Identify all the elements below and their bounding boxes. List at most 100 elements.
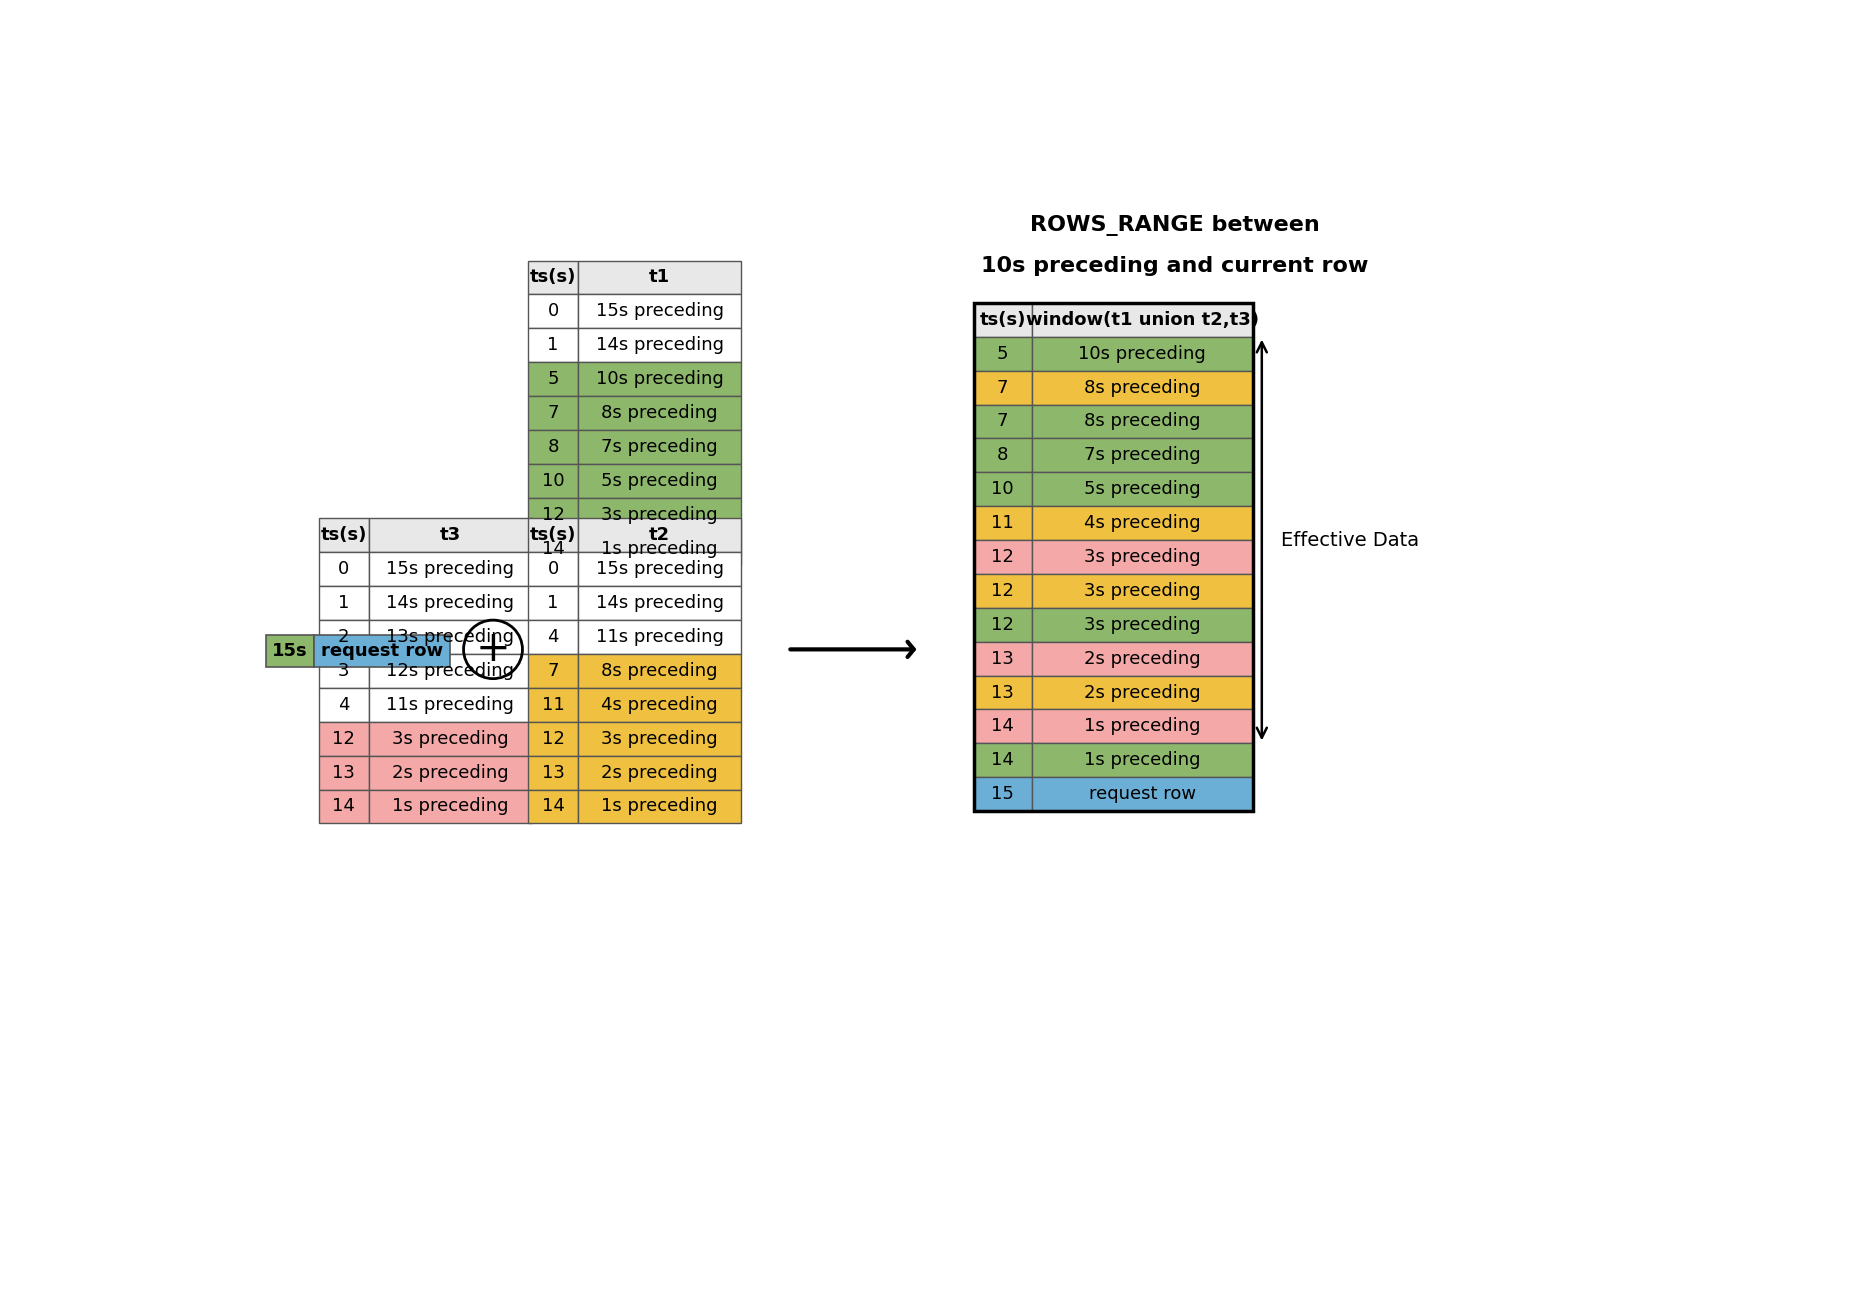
Bar — [579, 722, 741, 756]
Text: 10s preceding and current row: 10s preceding and current row — [982, 256, 1369, 276]
Text: 11: 11 — [991, 514, 1014, 532]
Bar — [973, 642, 1032, 676]
Text: ts(s): ts(s) — [530, 526, 577, 544]
Text: 14s preceding: 14s preceding — [386, 594, 515, 612]
Bar — [579, 587, 741, 620]
Bar — [973, 540, 1032, 574]
Text: 3s preceding: 3s preceding — [601, 505, 719, 523]
Text: 12s preceding: 12s preceding — [386, 662, 515, 680]
Bar — [579, 687, 741, 722]
Bar — [579, 654, 741, 687]
Text: 3: 3 — [338, 662, 349, 680]
Bar — [579, 553, 741, 587]
Bar — [973, 506, 1032, 540]
Text: 5: 5 — [997, 345, 1008, 363]
Bar — [1032, 642, 1253, 676]
Text: request row: request row — [321, 642, 442, 660]
Bar — [319, 789, 370, 823]
Bar — [1032, 743, 1253, 778]
Text: 13: 13 — [541, 764, 564, 782]
Bar — [579, 518, 741, 553]
Text: 8s preceding: 8s preceding — [601, 404, 719, 422]
Text: 2s preceding: 2s preceding — [601, 764, 719, 782]
Text: 3s preceding: 3s preceding — [392, 730, 508, 748]
Bar — [370, 654, 532, 687]
Text: ts(s): ts(s) — [980, 311, 1025, 329]
Text: 15s preceding: 15s preceding — [596, 561, 724, 579]
Bar — [528, 587, 579, 620]
Bar — [579, 620, 741, 654]
Text: t2: t2 — [650, 526, 670, 544]
Bar — [1032, 337, 1253, 371]
Text: 3s preceding: 3s preceding — [1083, 581, 1200, 599]
Text: 13: 13 — [991, 683, 1014, 702]
Bar — [265, 634, 314, 667]
Bar — [528, 789, 579, 823]
Bar — [1032, 607, 1253, 642]
Text: 2s preceding: 2s preceding — [1083, 683, 1200, 702]
Bar — [579, 261, 741, 295]
Text: 10: 10 — [541, 472, 564, 490]
Bar — [528, 654, 579, 687]
Text: 12: 12 — [991, 581, 1014, 599]
Bar — [973, 337, 1032, 371]
Bar — [1032, 302, 1253, 337]
Text: 14: 14 — [991, 717, 1014, 735]
Bar — [579, 295, 741, 328]
Bar — [973, 473, 1032, 506]
Text: 3s preceding: 3s preceding — [601, 730, 719, 748]
Bar — [973, 302, 1032, 337]
Text: 8s preceding: 8s preceding — [601, 662, 719, 680]
Bar — [528, 497, 579, 531]
Bar — [370, 553, 532, 587]
Text: 7s preceding: 7s preceding — [601, 438, 719, 456]
Bar — [370, 722, 532, 756]
Bar — [528, 397, 579, 430]
Text: 1: 1 — [338, 594, 349, 612]
Bar — [579, 497, 741, 531]
Bar — [528, 362, 579, 397]
Bar — [319, 722, 370, 756]
Text: 1s preceding: 1s preceding — [1085, 717, 1200, 735]
Text: 11s preceding: 11s preceding — [596, 628, 724, 646]
Text: 14s preceding: 14s preceding — [596, 336, 724, 354]
Bar — [1032, 574, 1253, 607]
Bar — [1032, 709, 1253, 743]
Text: 0: 0 — [547, 561, 558, 579]
Text: 1: 1 — [547, 594, 558, 612]
Bar — [370, 687, 532, 722]
Bar — [973, 607, 1032, 642]
Bar — [370, 756, 532, 789]
Text: window(t1 union t2,t3): window(t1 union t2,t3) — [1025, 311, 1258, 329]
Text: 5s preceding: 5s preceding — [1083, 481, 1200, 499]
Text: 8: 8 — [547, 438, 558, 456]
Text: 8s preceding: 8s preceding — [1085, 412, 1200, 430]
Text: 14: 14 — [991, 751, 1014, 769]
Text: 4: 4 — [547, 628, 558, 646]
Bar — [319, 553, 370, 587]
Text: 10s preceding: 10s preceding — [1077, 345, 1206, 363]
Text: 11: 11 — [541, 696, 564, 713]
Bar — [528, 295, 579, 328]
Text: Effective Data: Effective Data — [1281, 531, 1419, 549]
Bar — [528, 553, 579, 587]
Text: 1s preceding: 1s preceding — [601, 797, 719, 815]
Text: 7: 7 — [547, 404, 558, 422]
Bar — [579, 756, 741, 789]
Text: 12: 12 — [991, 548, 1014, 566]
Text: 14: 14 — [541, 797, 564, 815]
Bar — [579, 397, 741, 430]
Text: 13: 13 — [332, 764, 355, 782]
Bar — [528, 328, 579, 362]
Bar — [579, 328, 741, 362]
Text: 7s preceding: 7s preceding — [1083, 446, 1200, 464]
Text: 15s: 15s — [273, 642, 308, 660]
Bar — [528, 687, 579, 722]
Bar — [319, 518, 370, 553]
Bar — [370, 789, 532, 823]
Bar — [528, 261, 579, 295]
Bar — [370, 518, 532, 553]
Text: 2: 2 — [338, 628, 349, 646]
Bar — [1032, 438, 1253, 473]
Text: 4s preceding: 4s preceding — [1083, 514, 1200, 532]
